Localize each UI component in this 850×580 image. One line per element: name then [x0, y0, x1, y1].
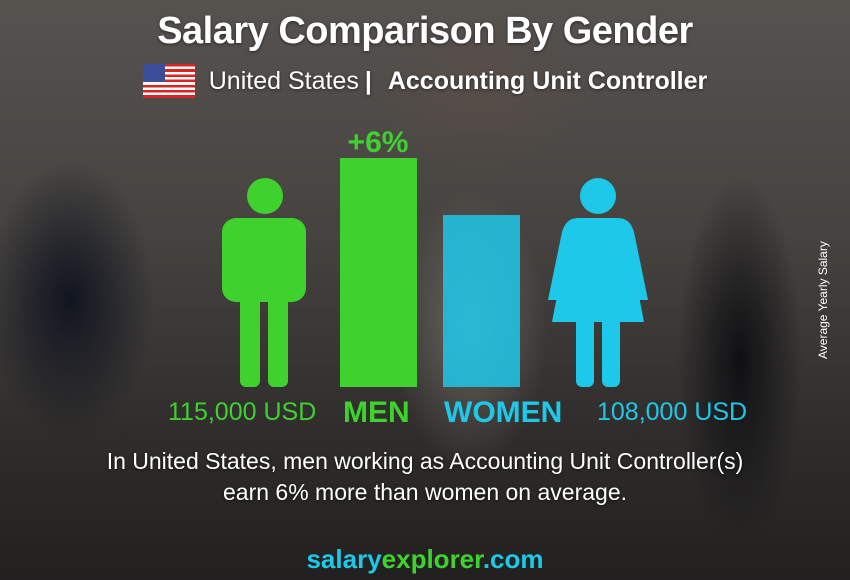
- difference-label: +6%: [348, 126, 409, 159]
- women-label: WOMEN: [444, 396, 563, 429]
- female-figure-icon: [548, 178, 648, 387]
- brand-part-explorer: explorer: [381, 544, 483, 574]
- brand-part-salary: salary: [306, 544, 382, 574]
- male-figure-icon: [222, 178, 306, 387]
- y-axis-label: Average Yearly Salary: [816, 241, 830, 359]
- description-line-1: In United States, men working as Account…: [106, 448, 744, 474]
- bar-women: [443, 215, 520, 387]
- men-label: MEN: [343, 396, 410, 429]
- description-line-2: earn 6% more than women on average.: [222, 479, 628, 505]
- bar-men: [340, 158, 417, 387]
- women-salary: 108,000 USD: [597, 398, 748, 426]
- brand-part-com: .com: [482, 544, 544, 574]
- page-title: Salary Comparison By Gender: [157, 10, 693, 52]
- description: In United States, men working as Account…: [0, 446, 850, 508]
- brand-link[interactable]: salaryexplorer.com: [0, 544, 850, 575]
- separator: |: [364, 66, 372, 95]
- men-salary: 115,000 USD: [168, 398, 317, 426]
- us-flag-icon: [142, 64, 195, 98]
- job-title: Accounting Unit Controller: [387, 66, 708, 95]
- country: United States: [208, 66, 359, 95]
- subtitle: United States | Accounting Unit Controll…: [0, 64, 850, 98]
